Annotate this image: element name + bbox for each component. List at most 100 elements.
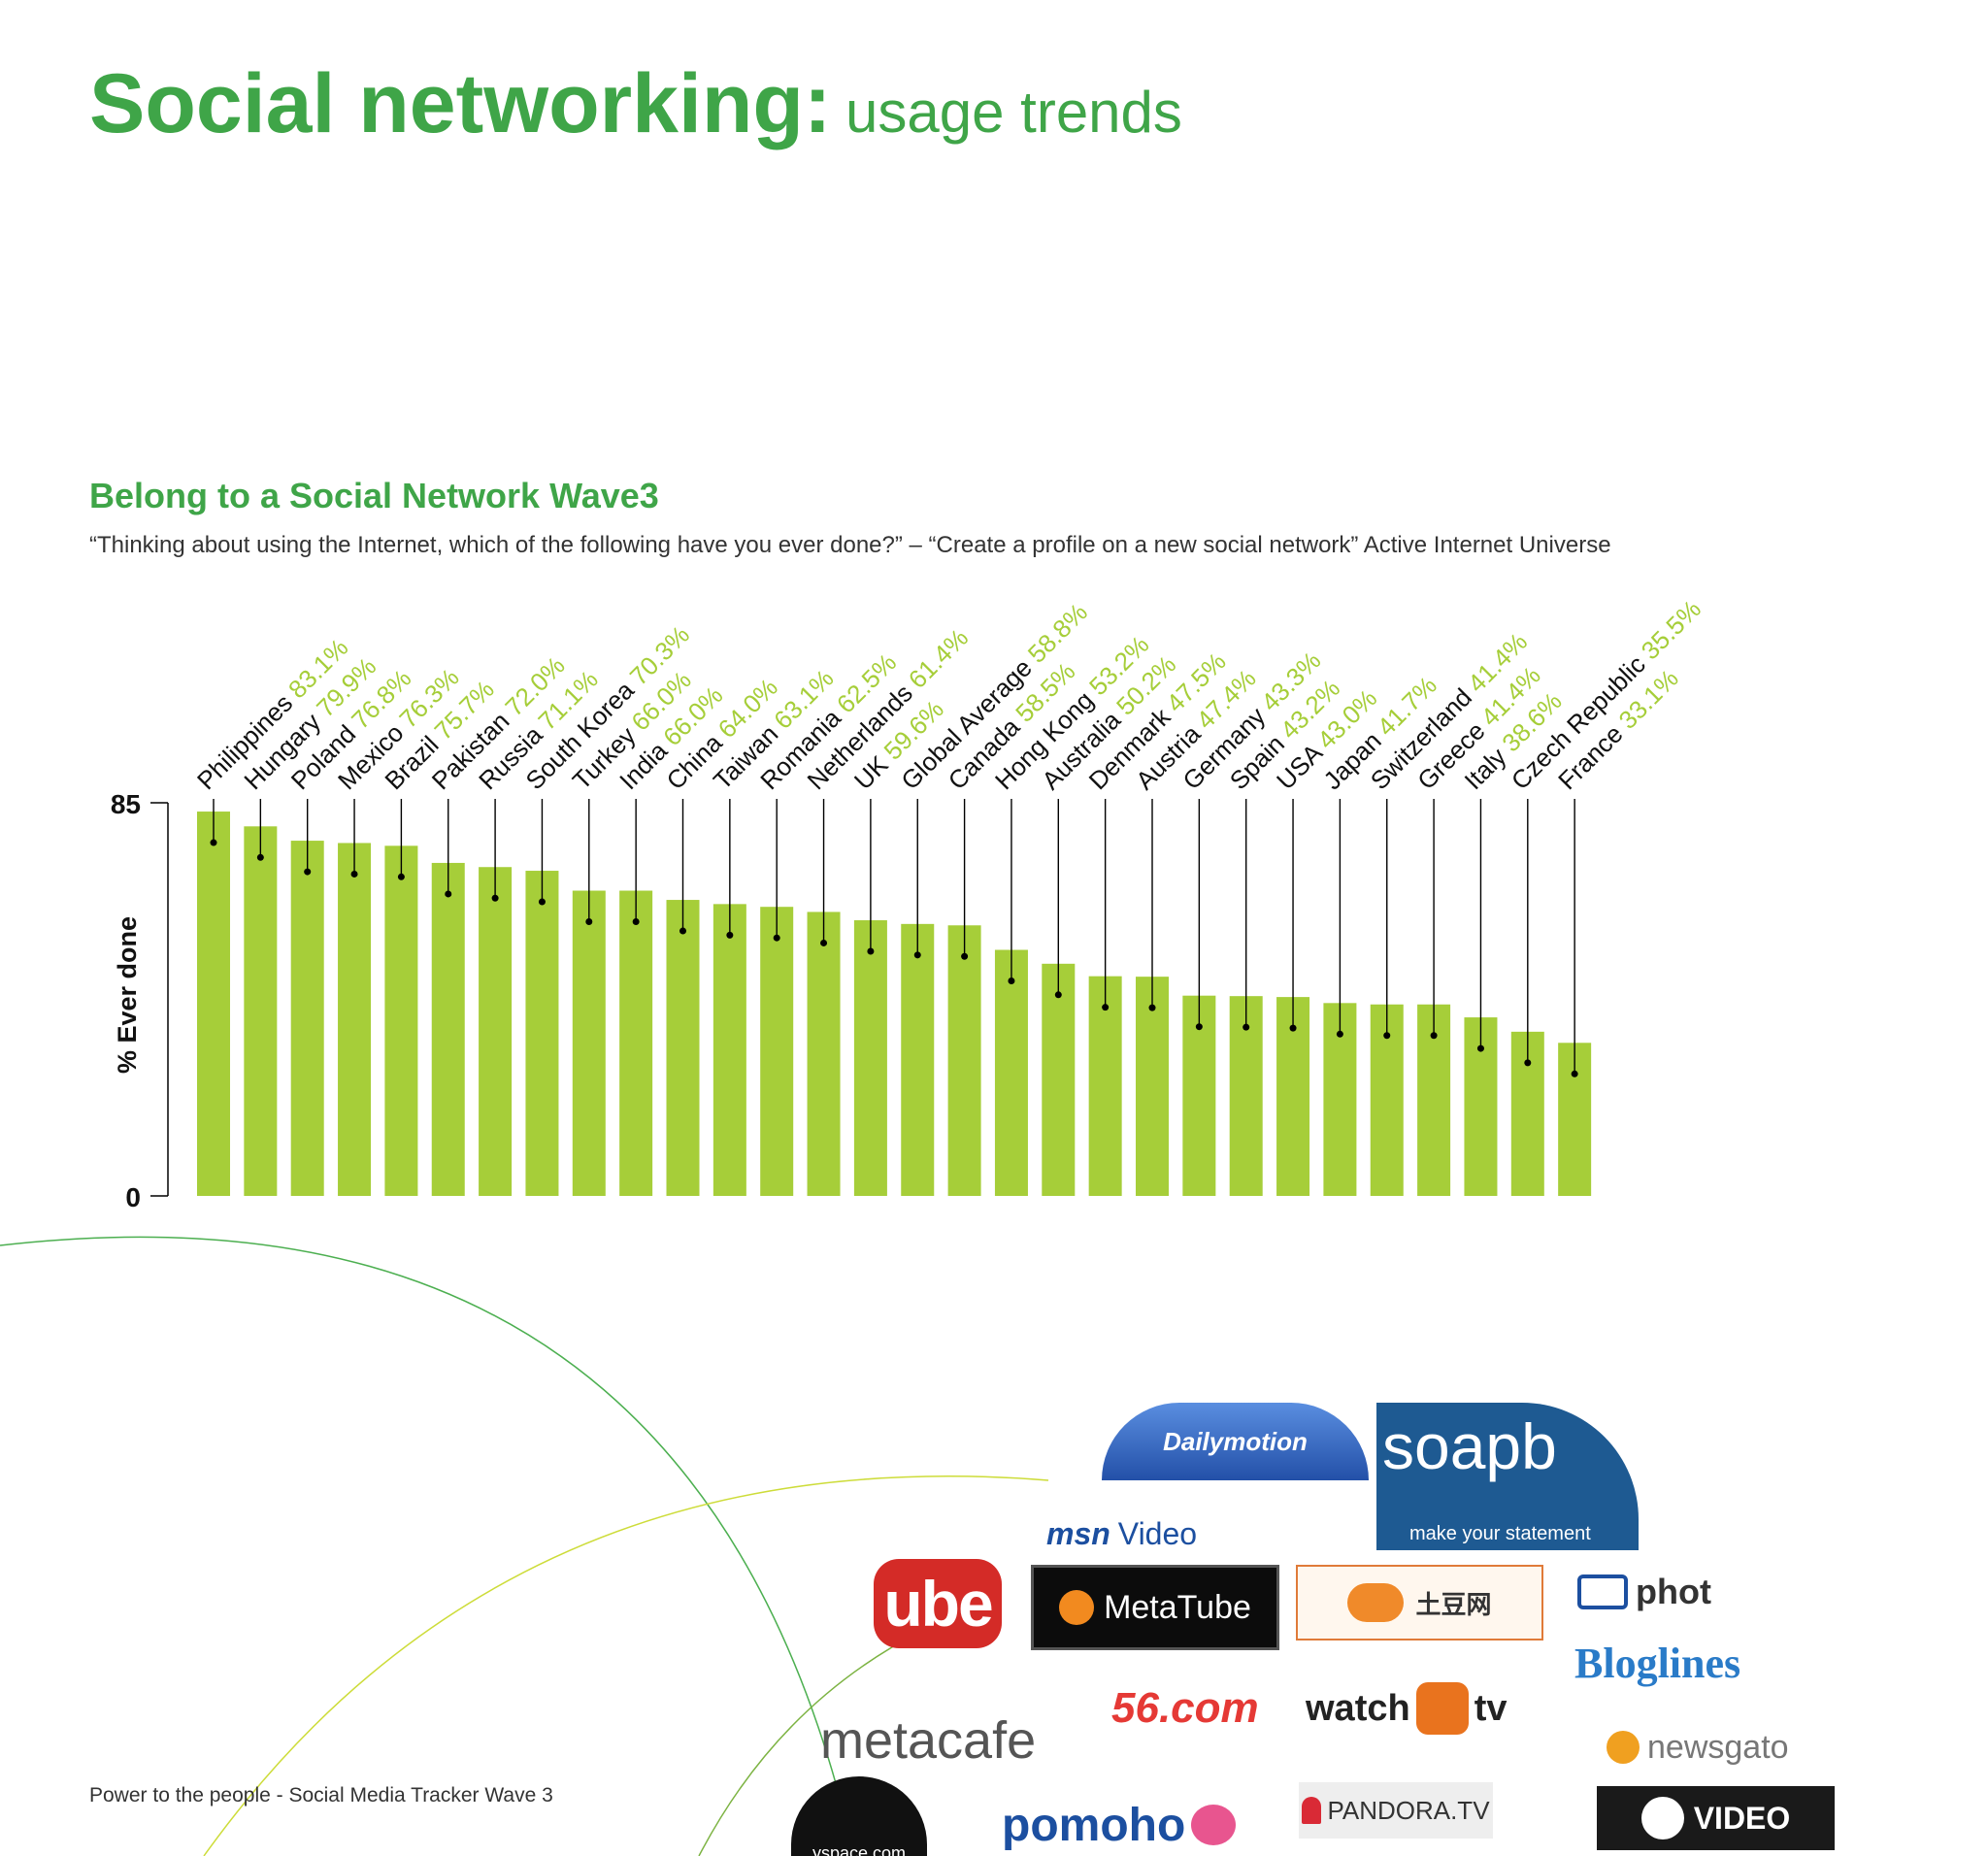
bar-leader-dot bbox=[1476, 1044, 1484, 1052]
bar-leader-dot bbox=[1289, 1024, 1297, 1032]
bar-leader-dot bbox=[1054, 991, 1062, 999]
metacafe-logo-text: metacafe bbox=[820, 1711, 1037, 1770]
bar bbox=[431, 862, 465, 1196]
bar bbox=[572, 890, 606, 1196]
msn-logo-text: msn bbox=[1046, 1515, 1110, 1551]
decorative-arc-1 bbox=[0, 1236, 855, 1856]
page-title-secondary: usage trends bbox=[845, 80, 1182, 145]
bar bbox=[338, 843, 372, 1196]
soapbox-logo-tagline: make your statement bbox=[1409, 1523, 1591, 1544]
msn-video-logo: msn Video bbox=[1046, 1509, 1197, 1558]
photobucket-logo-text: phot bbox=[1636, 1572, 1711, 1611]
bar bbox=[619, 890, 653, 1196]
youtube-logo-text: ube bbox=[883, 1568, 993, 1640]
bar bbox=[760, 907, 794, 1196]
bar-leader-dot bbox=[961, 952, 969, 960]
chart-title: Belong to a Social Network Wave3 bbox=[89, 476, 659, 515]
bar-leader-dot bbox=[538, 898, 546, 906]
y-tick-label: 0 bbox=[125, 1182, 141, 1212]
bar-leader-dot bbox=[256, 853, 264, 861]
watchmetv-badge-icon bbox=[1415, 1682, 1469, 1735]
data-label: 35.5% bbox=[1636, 594, 1706, 665]
data-label: 58.8% bbox=[1022, 597, 1093, 668]
bar-labels: Philippines 83.1%Hungary 79.9%Poland 76.… bbox=[191, 594, 1706, 795]
bar bbox=[994, 949, 1028, 1196]
bar-leader-dot bbox=[820, 939, 828, 946]
y-tick-label: 85 bbox=[111, 789, 141, 819]
bar bbox=[947, 925, 981, 1196]
bar-leader-dot bbox=[350, 870, 358, 878]
yahoo-badge-icon bbox=[1640, 1797, 1684, 1839]
dailymotion-logo-text: Dailymotion bbox=[1163, 1426, 1308, 1456]
bar bbox=[901, 923, 935, 1196]
bar-leader-dot bbox=[1524, 1059, 1532, 1067]
newsgator-logo-text: newsgato bbox=[1647, 1728, 1789, 1766]
newsgator-logo: newsgato bbox=[1607, 1718, 1789, 1776]
chart-subtitle: “Thinking about using the Internet, whic… bbox=[89, 532, 1611, 558]
watchmetv-logo-watch: watch bbox=[1306, 1687, 1410, 1729]
bar bbox=[290, 841, 324, 1196]
play-icon bbox=[1059, 1590, 1095, 1625]
dailymotion-logo: Dailymotion bbox=[1102, 1403, 1369, 1480]
category-label: Czech Republic 35.5% bbox=[1506, 594, 1706, 795]
soapbox-logo-name: soapb bbox=[1382, 1410, 1557, 1482]
bar-leader-dot bbox=[397, 873, 405, 880]
pandora-tv-logo: PANDORA.TV bbox=[1299, 1782, 1493, 1839]
watchmetv-logo-tv: tv bbox=[1474, 1687, 1508, 1729]
bar bbox=[1088, 976, 1122, 1196]
56-com-logo: 56.com bbox=[1111, 1674, 1259, 1742]
watchmetv-logo: watch tv bbox=[1306, 1670, 1508, 1747]
bar-leader-dot bbox=[726, 931, 734, 939]
pandora-icon bbox=[1302, 1797, 1322, 1824]
pomoho-badge-icon bbox=[1191, 1805, 1237, 1845]
myspace-logo-text: yspace.com bbox=[812, 1843, 907, 1856]
56-com-logo-text: 56.com bbox=[1111, 1684, 1259, 1732]
bar-leader-dot bbox=[210, 839, 217, 846]
tudou-logo-text: 土豆网 bbox=[1415, 1589, 1492, 1619]
bar-leader-dot bbox=[1383, 1032, 1391, 1040]
camera-icon bbox=[1577, 1574, 1628, 1609]
bar-leader-dot bbox=[1571, 1070, 1578, 1077]
y-axis-label: % Ever done bbox=[113, 916, 142, 1074]
bar-leader-dot bbox=[1148, 1004, 1156, 1011]
pandora-tv-logo-text: PANDORA.TV bbox=[1327, 1795, 1490, 1825]
metacafe-logo: metacafe bbox=[820, 1707, 1036, 1774]
yahoo-video-logo-text: VIDEO bbox=[1693, 1800, 1791, 1836]
metatube-logo-text: MetaTube bbox=[1104, 1588, 1251, 1626]
bar-leader-dot bbox=[679, 927, 686, 935]
bar-leader-dot bbox=[1430, 1032, 1438, 1040]
bar-leader-dot bbox=[773, 934, 780, 942]
bar-leader-dot bbox=[1242, 1023, 1250, 1031]
bar bbox=[244, 826, 278, 1196]
bar bbox=[384, 845, 418, 1196]
photobucket-logo: phot bbox=[1577, 1563, 1711, 1621]
bar-leader-dot bbox=[304, 868, 312, 876]
bar bbox=[197, 812, 230, 1196]
footer-text: Power to the people - Social Media Track… bbox=[89, 1784, 553, 1806]
bar-leader-dot bbox=[867, 947, 875, 955]
page-title-main: Social networking: bbox=[89, 57, 832, 150]
youtube-logo: ube bbox=[874, 1559, 1002, 1648]
tudou-logo: 土豆网 bbox=[1296, 1565, 1543, 1641]
y-axis: 85 0 % Ever done bbox=[111, 789, 169, 1212]
bar-leader-dot bbox=[1195, 1023, 1203, 1031]
bar bbox=[525, 871, 559, 1196]
bar-leader-dot bbox=[1102, 1004, 1110, 1011]
newsgator-icon bbox=[1607, 1731, 1640, 1764]
bloglines-logo: Bloglines bbox=[1574, 1634, 1740, 1692]
bar bbox=[1136, 977, 1169, 1196]
bar bbox=[479, 867, 513, 1196]
bar bbox=[807, 911, 841, 1196]
bar bbox=[1042, 963, 1076, 1196]
bar-leader-dot bbox=[632, 918, 640, 926]
bar-leader-dot bbox=[491, 894, 499, 902]
msn-video-text: Video bbox=[1117, 1515, 1198, 1551]
bar bbox=[853, 920, 887, 1196]
tudou-mascot-icon bbox=[1347, 1583, 1405, 1622]
yahoo-video-logo: VIDEO bbox=[1597, 1786, 1835, 1850]
bar bbox=[666, 900, 700, 1196]
bar-leader-dot bbox=[585, 918, 593, 926]
metatube-logo: MetaTube bbox=[1031, 1565, 1279, 1650]
